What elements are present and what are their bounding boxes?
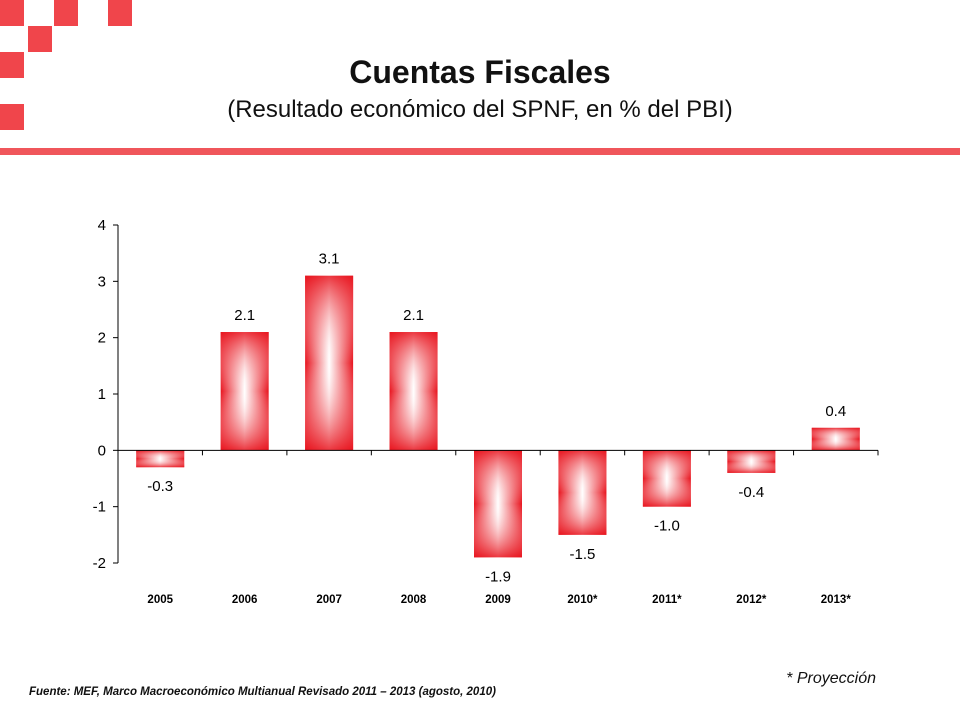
decor-square (28, 26, 52, 52)
x-tick-label: 2009 (485, 594, 511, 606)
x-tick-label: 2013* (821, 594, 852, 606)
bar-2006 (220, 332, 269, 451)
y-ticks: 4 3 2 1 0 -1 -2 (93, 217, 118, 572)
bar-shade (727, 450, 776, 473)
data-labels: -0.3 2.1 3.1 2.1 -1.9 -1.5 -1.0 -0.4 0.4 (147, 251, 846, 586)
decor-square (0, 52, 24, 78)
bar-shade (811, 427, 860, 451)
data-label: 2.1 (403, 307, 424, 324)
bar-shade (642, 450, 691, 507)
bar-2008 (389, 332, 438, 451)
decor-square (0, 104, 24, 130)
x-tick-label: 2008 (401, 594, 427, 606)
x-ticks: 2005 2006 2007 2008 2009 2010* 2011* 2012* 2013* (117, 450, 879, 606)
bar-2013 (811, 427, 860, 451)
page-subtitle: (Resultado económico del SPNF, en % del … (227, 96, 733, 123)
page-title: Cuentas Fiscales (349, 54, 611, 90)
bar-shade (389, 332, 438, 451)
source-note: Fuente: MEF, Marco Macroeconómico Multia… (29, 686, 496, 698)
bar-shade (558, 450, 607, 535)
bar-shade (305, 275, 354, 451)
decor-square (108, 0, 132, 26)
x-tick-label: 2012* (736, 594, 767, 606)
data-label: 3.1 (319, 251, 340, 268)
y-tick-label: 4 (98, 217, 106, 234)
x-tick-label: 2011* (652, 594, 682, 606)
y-tick-label: -1 (93, 499, 106, 516)
data-label: -0.3 (147, 478, 173, 495)
y-tick-label: 2 (98, 330, 106, 347)
bar-2012 (727, 450, 776, 473)
data-label: -1.0 (654, 518, 680, 535)
bar-2005 (136, 450, 185, 468)
bar-2011 (642, 450, 691, 507)
decor-square (0, 0, 24, 26)
data-label: 0.4 (825, 403, 846, 420)
data-label: 2.1 (234, 307, 255, 324)
bar-2009 (474, 450, 522, 558)
header-divider (0, 148, 960, 155)
bar-shade (220, 332, 269, 451)
x-tick-label: 2005 (147, 594, 173, 606)
x-tick-label: 2007 (316, 594, 342, 606)
x-tick-label: 2010* (567, 594, 598, 606)
y-tick-label: -2 (93, 555, 106, 572)
decor-square (54, 0, 78, 26)
projection-note: * Proyección (786, 670, 876, 687)
bar-2007 (305, 275, 354, 451)
bar-2010 (558, 450, 607, 535)
bar-shade (136, 450, 185, 468)
bars-layer (136, 275, 860, 558)
data-label: -1.5 (570, 546, 596, 563)
y-tick-label: 1 (98, 386, 106, 403)
data-label: -0.4 (738, 484, 764, 501)
y-tick-label: 0 (98, 442, 106, 459)
data-label: -1.9 (485, 568, 511, 585)
x-tick-label: 2006 (232, 594, 258, 606)
y-tick-label: 3 (98, 273, 106, 290)
bar-shade (474, 450, 522, 558)
